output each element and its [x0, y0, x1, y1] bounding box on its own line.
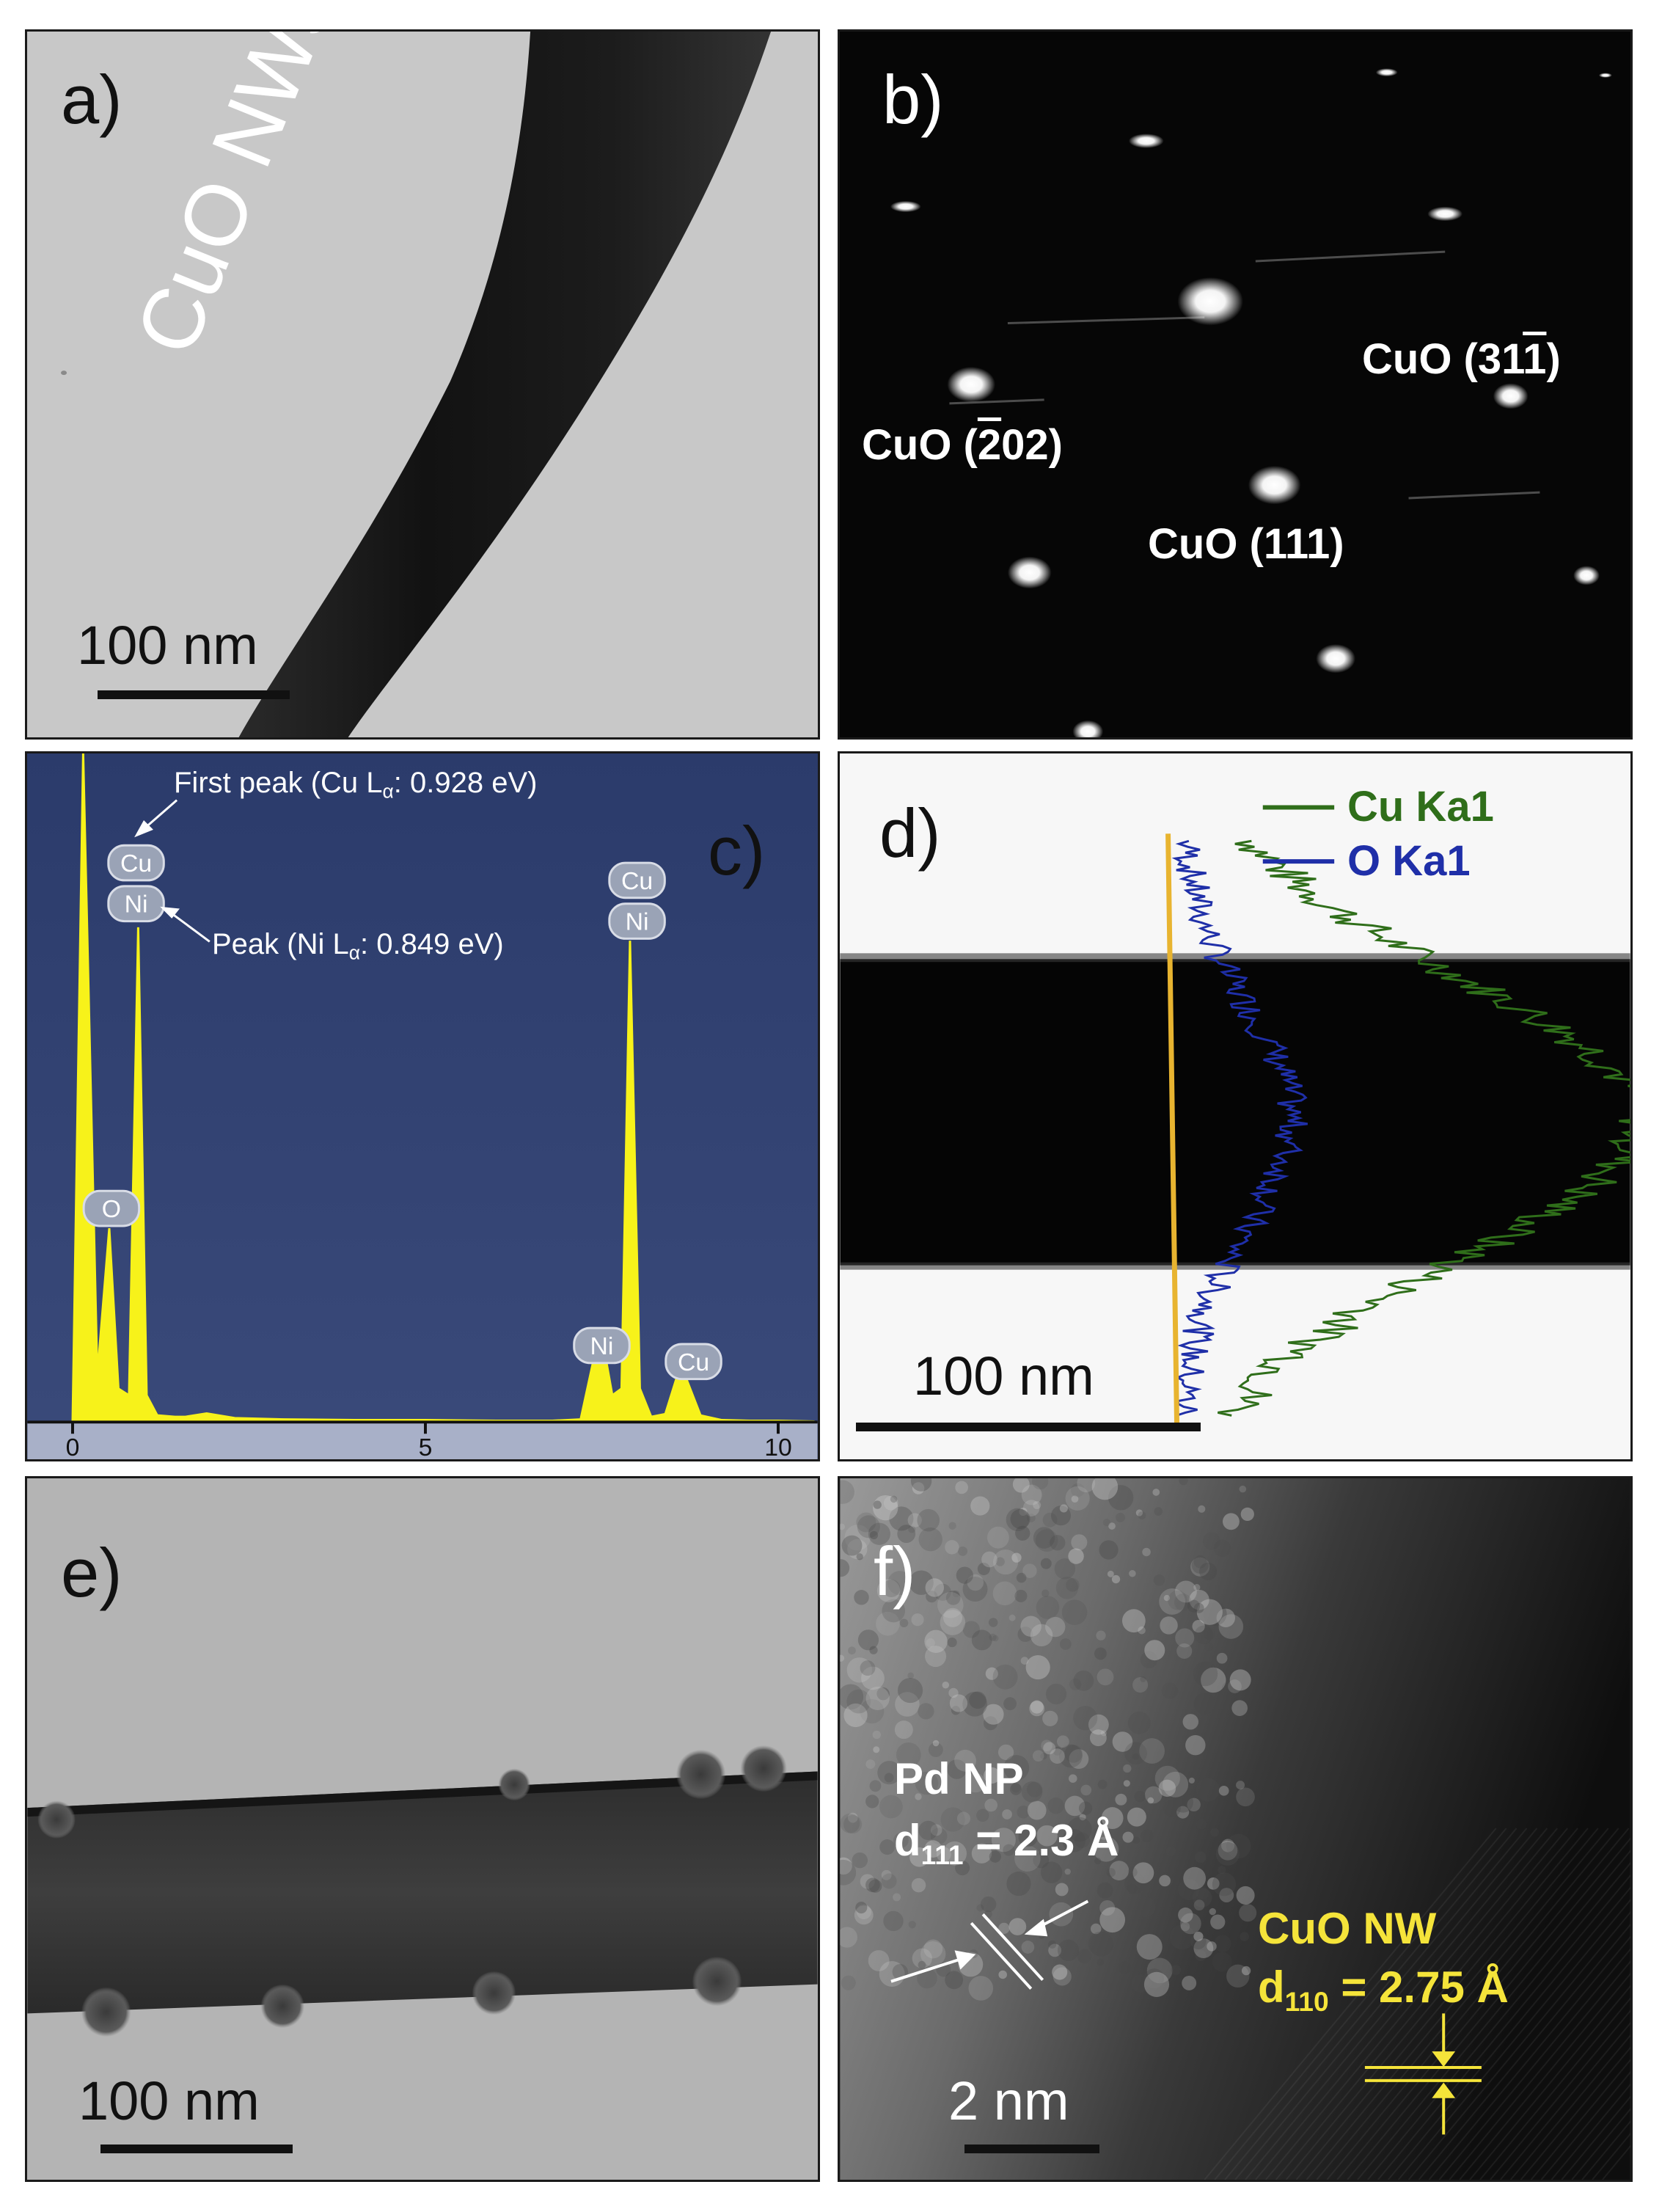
diffraction-spot	[1248, 465, 1301, 505]
pd-nanoparticle	[37, 1800, 76, 1839]
element-badge-label: O	[102, 1195, 121, 1223]
x-tick-label: 5	[419, 1434, 433, 1459]
scale-label-a: 100 nm	[77, 615, 258, 676]
line-scan-image	[840, 805, 1630, 1423]
panel-d: d) Cu Ka1 O Ka1 100 nm	[838, 751, 1633, 1461]
x-tick-label: 10	[764, 1434, 792, 1459]
panel-letter-c: c)	[708, 812, 766, 889]
diffraction-spot	[1573, 566, 1600, 585]
pd-spacing-marker	[890, 1899, 1089, 1990]
panel-letter-b: b)	[882, 61, 944, 138]
element-badge-label: Cu	[678, 1348, 709, 1376]
diffraction-spot	[1007, 556, 1052, 589]
pd-nanoparticle	[676, 1749, 726, 1800]
diffraction-spot	[890, 200, 921, 213]
pd-nanoparticle	[740, 1745, 787, 1792]
eds-spectrum-area	[51, 753, 815, 1423]
element-badge-label: Cu	[621, 867, 653, 895]
o-ka1-trace	[1171, 839, 1308, 1417]
x-tick-label: 0	[66, 1434, 80, 1459]
panel-e: e) 100 nm	[25, 1476, 820, 2182]
panel-letter-d: d)	[879, 795, 941, 872]
diffraction-spot	[1375, 68, 1398, 77]
panel-a: a) CuO NWs 100 nm	[25, 29, 820, 740]
element-badge-label: Ni	[590, 1332, 614, 1360]
diffraction-spot	[1072, 720, 1104, 737]
tem-nanowire-image	[61, 32, 772, 737]
eds-spectrum-chart: 0 5 10 Cu Ni O Cu Ni Ni Cu	[27, 753, 818, 1459]
scale-bar-f	[964, 2145, 1099, 2153]
scale-label-d: 100 nm	[913, 1346, 1094, 1406]
diffraction-spot	[1316, 643, 1355, 674]
scale-bar-a	[98, 690, 290, 699]
element-badge: Cu	[608, 861, 666, 899]
pd-nanoparticle	[472, 1971, 516, 2015]
element-badge: O	[82, 1189, 141, 1227]
element-badge: Ni	[107, 885, 165, 923]
annotation-arrows	[134, 799, 211, 943]
ni-peak-annotation: Peak (Ni Lα: 0.849 eV)	[212, 928, 504, 964]
spot-label-202: CuO (202)	[862, 421, 1063, 469]
panel-f: f) Pd NP d111 = 2.3 Å CuO NW d110 = 2.75…	[838, 1476, 1633, 2182]
hrtem-lattice-image	[840, 1478, 1630, 2180]
scale-bar-d	[856, 1423, 1201, 1431]
diffraction-spot	[1493, 383, 1529, 409]
cuo-nw-label: CuO NW	[1258, 1904, 1437, 1953]
pd-nanoparticle	[260, 1984, 305, 2029]
panel-letter-f: f)	[874, 1533, 916, 1610]
element-badge: Cu	[107, 844, 165, 882]
pd-nanoparticle	[81, 1987, 131, 2037]
panel-b: b) CuO (202) CuO (111) CuO (311)	[838, 29, 1633, 740]
diffraction-pattern	[890, 68, 1612, 737]
element-badge: Ni	[608, 902, 666, 940]
diffraction-spot	[947, 366, 996, 403]
legend-cu-label: Cu Ka1	[1347, 783, 1494, 831]
pd-d-spacing: d111 = 2.3 Å	[894, 1816, 1119, 1870]
scale-bar-e	[100, 2145, 293, 2153]
element-badge-label: Ni	[626, 908, 649, 936]
panel-letter-a: a)	[61, 61, 122, 138]
scale-label-f: 2 nm	[948, 2070, 1069, 2131]
tem-decorated-nanowire	[27, 1745, 818, 2037]
element-badge-label: Ni	[125, 891, 148, 919]
scan-line	[1165, 833, 1179, 1423]
panel-c: 0 5 10 Cu Ni O Cu Ni Ni Cu First peak (Cu Lα: 0.…	[25, 751, 820, 1461]
cuo-spacing-marker	[1364, 2013, 1482, 2135]
diffraction-spot	[1128, 134, 1164, 148]
element-badge: Ni	[573, 1326, 631, 1365]
panel-letter-e: e)	[61, 1534, 122, 1611]
cu-ka1-trace	[1218, 839, 1630, 1417]
element-badge: Cu	[665, 1343, 722, 1381]
legend-o-label: O Ka1	[1347, 837, 1471, 885]
pd-np-label: Pd NP	[894, 1754, 1024, 1803]
spot-label-111: CuO (111)	[1148, 520, 1344, 568]
pd-nanoparticle	[692, 1956, 742, 2007]
nanowire-band	[840, 959, 1630, 1266]
diffraction-spot	[1427, 206, 1463, 222]
spot-label-311: CuO (311)	[1362, 335, 1561, 383]
first-peak-annotation: First peak (Cu Lα: 0.928 eV)	[174, 767, 538, 803]
cuo-d-spacing: d110 = 2.75 Å	[1258, 1963, 1509, 2017]
diffraction-spot	[1177, 277, 1243, 326]
element-badge-label: Cu	[120, 850, 152, 877]
pd-nanoparticle	[498, 1768, 531, 1801]
diffraction-spot	[1598, 73, 1612, 78]
scale-label-e: 100 nm	[78, 2070, 260, 2131]
